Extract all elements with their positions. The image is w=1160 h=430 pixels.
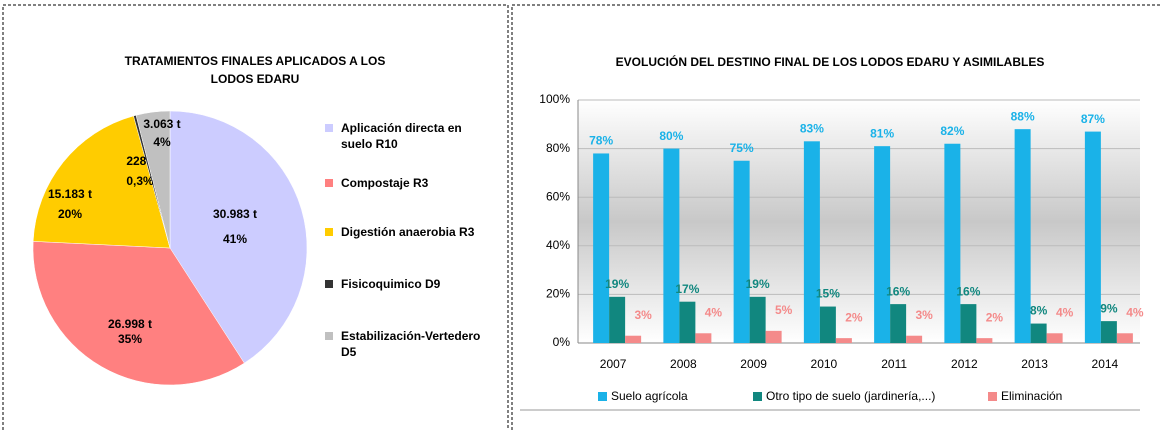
- x-tick-label: 2009: [740, 357, 767, 371]
- x-tick-label: 2012: [951, 357, 978, 371]
- bar: [1014, 129, 1031, 343]
- legend-label: Suelo agrícola: [611, 389, 688, 403]
- data-label: 81%: [870, 126, 894, 140]
- tonnage-label: 15.183 t: [48, 187, 92, 201]
- legend-label: Otro tipo de suelo (jardinería,...): [766, 389, 935, 403]
- bar: [944, 143, 961, 343]
- pie-slice: [169, 110, 308, 364]
- bar: [593, 153, 610, 343]
- bar: [835, 338, 852, 343]
- y-tick-label: 60%: [546, 189, 570, 203]
- bar: [890, 304, 907, 343]
- bar: [663, 148, 680, 343]
- pie-title: TRATAMIENTOS FINALES APLICADOS A LOS LOD…: [124, 54, 386, 86]
- right-panel: [511, 4, 1160, 430]
- percent-label: 35%: [118, 332, 142, 346]
- y-tick-label: 20%: [546, 287, 570, 301]
- data-label: 2%: [986, 310, 1004, 324]
- bar: [749, 296, 766, 343]
- data-label: 17%: [675, 282, 699, 296]
- percent-label: 4%: [153, 135, 171, 149]
- legend-swatch: [988, 392, 997, 401]
- data-label: 4%: [1056, 305, 1074, 319]
- data-label: 8%: [1030, 304, 1048, 318]
- tonnage-label: 3.063 t: [143, 117, 180, 131]
- bar: [1046, 333, 1063, 343]
- data-label: 88%: [1011, 109, 1035, 123]
- data-label: 16%: [956, 284, 980, 298]
- bar: [625, 335, 642, 343]
- bar: [679, 301, 696, 343]
- data-label: 3%: [634, 308, 652, 322]
- data-label: 5%: [775, 303, 793, 317]
- bar: [1084, 131, 1101, 343]
- x-tick-label: 2008: [670, 357, 697, 371]
- data-label: 4%: [705, 305, 723, 319]
- data-label: 19%: [746, 277, 770, 291]
- legend-swatch: [325, 228, 333, 236]
- legend-swatch: [598, 392, 607, 401]
- legend-swatch: [325, 280, 333, 288]
- data-label: 75%: [730, 141, 754, 155]
- bar: [874, 146, 891, 343]
- data-label: 82%: [940, 124, 964, 138]
- data-label: 80%: [659, 129, 683, 143]
- data-label: 87%: [1081, 112, 1105, 126]
- legend-label: Digestión anaerobia R3: [341, 225, 475, 239]
- tonnage-label: 30.983 t: [213, 207, 257, 221]
- bar: [960, 304, 977, 343]
- y-tick-label: 40%: [546, 238, 570, 252]
- percent-label: 41%: [223, 232, 247, 246]
- legend-label: Estabilización-Vertedero D5: [341, 329, 481, 359]
- x-tick-label: 2011: [881, 357, 907, 371]
- percent-label: 20%: [58, 207, 82, 221]
- bar: [765, 330, 782, 343]
- bar: [695, 333, 712, 343]
- data-label: 2%: [845, 310, 863, 324]
- y-tick-label: 80%: [546, 141, 570, 155]
- left-panel: [2, 4, 509, 430]
- legend-swatch: [325, 124, 333, 132]
- data-label: 4%: [1126, 305, 1144, 319]
- bar: [1030, 323, 1047, 343]
- bar: [976, 338, 993, 343]
- data-label: 3%: [915, 308, 933, 322]
- pie-slice: [32, 115, 171, 249]
- x-tick-label: 2013: [1021, 357, 1048, 371]
- legend-label: Aplicación directa en suelo R10: [341, 121, 462, 151]
- pie-slice: [135, 110, 171, 249]
- bar: [819, 306, 836, 343]
- percent-label: 0,3%: [126, 174, 154, 188]
- legend-swatch: [753, 392, 762, 401]
- data-label: 78%: [589, 134, 613, 148]
- y-tick-label: 0%: [553, 335, 571, 349]
- legend-swatch: [325, 332, 333, 340]
- legend-label: Fisicoquimico D9: [341, 277, 441, 291]
- data-label: 83%: [800, 121, 824, 135]
- x-tick-label: 2007: [600, 357, 627, 371]
- bar: [906, 335, 923, 343]
- tonnage-label: 26.998 t: [108, 317, 152, 331]
- bar: [609, 296, 626, 343]
- legend-label: Compostaje R3: [341, 176, 429, 190]
- legend-label: Eliminación: [1001, 389, 1062, 403]
- bar: [733, 160, 750, 343]
- bar-title: EVOLUCIÓN DEL DESTINO FINAL DE LOS LODOS…: [616, 54, 1045, 69]
- y-tick-label: 100%: [539, 92, 570, 106]
- data-label: 9%: [1100, 301, 1118, 315]
- legend-swatch: [325, 179, 333, 187]
- bar: [1100, 321, 1117, 343]
- data-label: 16%: [886, 284, 910, 298]
- data-label: 19%: [605, 277, 629, 291]
- bar: [803, 141, 820, 343]
- bar: [1116, 333, 1133, 343]
- x-tick-label: 2014: [1092, 357, 1119, 371]
- pie-slice: [32, 241, 245, 386]
- data-label: 15%: [816, 287, 840, 301]
- x-tick-label: 2010: [811, 357, 838, 371]
